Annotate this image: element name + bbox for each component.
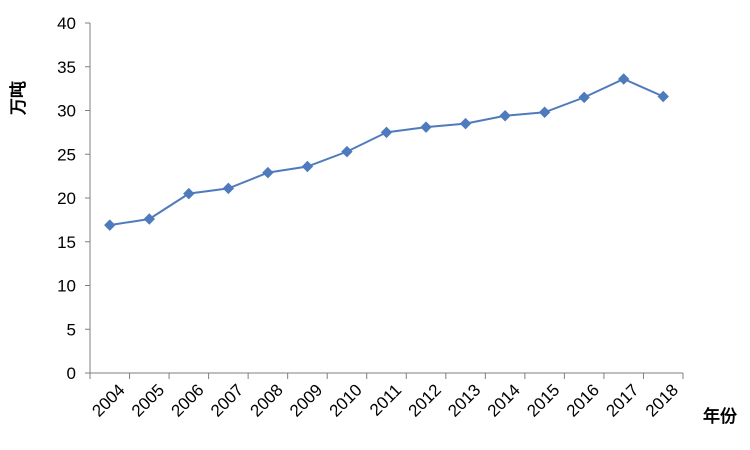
x-tick-label: 2016 (563, 380, 603, 420)
data-point (380, 126, 393, 139)
data-point (222, 182, 235, 195)
x-tick-label: 2007 (207, 380, 247, 420)
y-tick-label: 20 (57, 189, 76, 208)
x-tick-label: 2017 (602, 380, 642, 420)
y-axis: 0 5 10 15 20 25 30 35 40 (57, 14, 91, 383)
data-point (104, 219, 116, 231)
x-axis: 2004 2005 2006 2007 2008 2009 2010 2011 2012 2013… (88, 372, 684, 421)
x-tick-label: 2011 (366, 380, 405, 419)
x-tick-label: 2005 (128, 380, 168, 420)
y-tick-label: 5 (67, 320, 76, 339)
y-tick-label: 10 (57, 277, 76, 296)
x-tick-label: 2008 (247, 380, 287, 420)
y-tick-label: 0 (67, 364, 76, 383)
y-tick-label: 25 (57, 145, 76, 164)
x-tick-label: 2006 (167, 380, 207, 420)
data-point (301, 160, 314, 173)
series-layer (104, 73, 669, 231)
x-tick-label: 2014 (484, 380, 524, 420)
x-tick-label: 2013 (444, 380, 484, 420)
data-point (657, 90, 669, 103)
series-line (109, 77, 664, 227)
data-point (459, 117, 472, 130)
data-point (538, 106, 551, 118)
y-tick-label: 30 (57, 102, 76, 121)
data-point (578, 91, 590, 104)
x-tick-label: 2009 (286, 380, 326, 420)
x-tick-label: 2010 (326, 380, 366, 420)
data-point (499, 110, 511, 122)
x-tick-label: 2015 (523, 380, 563, 420)
x-tick-label: 2012 (405, 380, 445, 420)
x-tick-label: 2018 (642, 380, 682, 420)
data-point (420, 121, 432, 133)
data-point (341, 145, 353, 158)
y-tick-label: 15 (57, 233, 76, 252)
y-tick-label: 35 (57, 58, 76, 77)
data-point (617, 73, 630, 85)
data-point (262, 166, 274, 179)
y-tick-label: 40 (57, 14, 76, 33)
data-point (143, 213, 156, 225)
y-axis-title: 万吨 (8, 81, 29, 116)
x-axis-title: 年份 (703, 406, 738, 427)
data-point (183, 187, 195, 200)
x-tick-label: 2004 (88, 380, 128, 420)
